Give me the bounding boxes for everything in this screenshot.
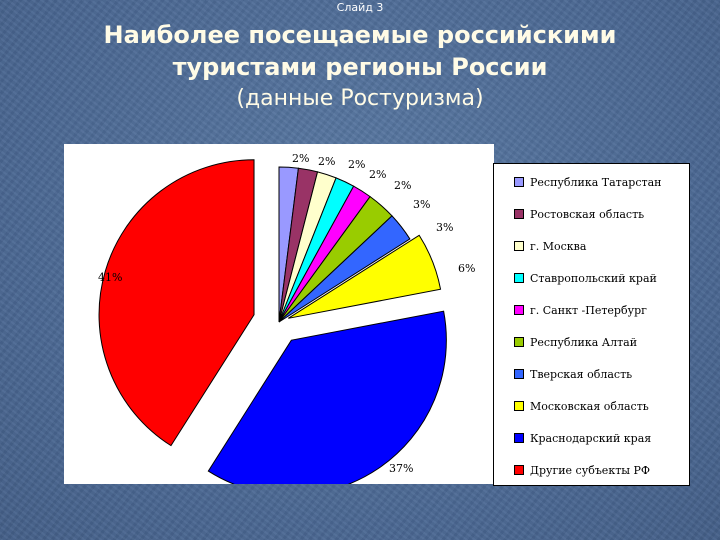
legend-item: Ростовская область xyxy=(514,206,644,222)
slice-value-label: 3% xyxy=(413,198,430,211)
slice-value-label: 2% xyxy=(369,168,386,181)
legend-swatch xyxy=(514,273,524,283)
pie-slice-9 xyxy=(207,310,447,484)
legend-item: Другие субъекты РФ xyxy=(514,462,650,478)
chart-legend: Республика Татарстан Ростовская область г.… xyxy=(493,163,690,486)
title-line-2: туристами регионы России xyxy=(172,53,548,81)
legend-item: Республика Татарстан xyxy=(514,174,661,190)
slice-value-label: 6% xyxy=(458,262,475,275)
slide-subtitle: (данные Ростуризма) xyxy=(236,86,484,111)
legend-item: г. Санкт -Петербург xyxy=(514,302,647,318)
slice-value-label: 37% xyxy=(389,462,413,475)
slide-title: Наиболее посещаемые российскими туристам… xyxy=(0,19,720,83)
slice-value-label: 3% xyxy=(436,221,453,234)
legend-label: г. Санкт -Петербург xyxy=(530,303,647,317)
pie-slice-7 xyxy=(278,215,411,323)
legend-item: Республика Алтай xyxy=(514,334,637,350)
legend-label: Ростовская область xyxy=(530,207,645,221)
legend-item: Тверская область xyxy=(514,366,632,382)
legend-swatch xyxy=(514,209,524,219)
legend-swatch xyxy=(514,401,524,411)
legend-swatch xyxy=(514,465,524,475)
slice-value-label: 2% xyxy=(318,155,335,168)
slice-value-label: 2% xyxy=(348,158,365,171)
legend-item: Московская область xyxy=(514,398,649,414)
legend-item: Краснодарский края xyxy=(514,430,651,446)
title-line-1: Наиболее посещаемые российскими xyxy=(103,21,617,49)
legend-swatch xyxy=(514,337,524,347)
legend-label: Другие субъекты РФ xyxy=(530,463,651,477)
legend-swatch xyxy=(514,433,524,443)
legend-label: г. Москва xyxy=(530,239,587,253)
legend-label: Ставропольский край xyxy=(530,271,657,285)
legend-swatch xyxy=(514,305,524,315)
slice-value-label: 2% xyxy=(292,152,309,165)
legend-swatch xyxy=(514,369,524,379)
legend-item: г. Москва xyxy=(514,238,586,254)
legend-swatch xyxy=(514,177,524,187)
legend-swatch xyxy=(514,241,524,251)
legend-label: Краснодарский края xyxy=(530,431,652,445)
legend-item: Ставропольский край xyxy=(514,270,657,286)
slide-number: Слайд 3 xyxy=(336,1,384,14)
legend-label: Московская область xyxy=(530,399,649,413)
slice-value-label: 41% xyxy=(98,271,122,284)
legend-label: Республика Алтай xyxy=(530,335,638,349)
pie-slice-8 xyxy=(288,234,442,319)
legend-label: Республика Татарстан xyxy=(530,175,662,189)
chart-area: 2% 2% 2% 2% 2% 3% 3% 6% 37% 41% xyxy=(64,144,494,484)
slice-value-label: 2% xyxy=(394,179,411,192)
legend-label: Тверская область xyxy=(530,367,633,381)
pie-slice-10 xyxy=(98,159,255,447)
pie-chart: 2% 2% 2%2%2%3%3%6%37%41% xyxy=(98,152,475,484)
